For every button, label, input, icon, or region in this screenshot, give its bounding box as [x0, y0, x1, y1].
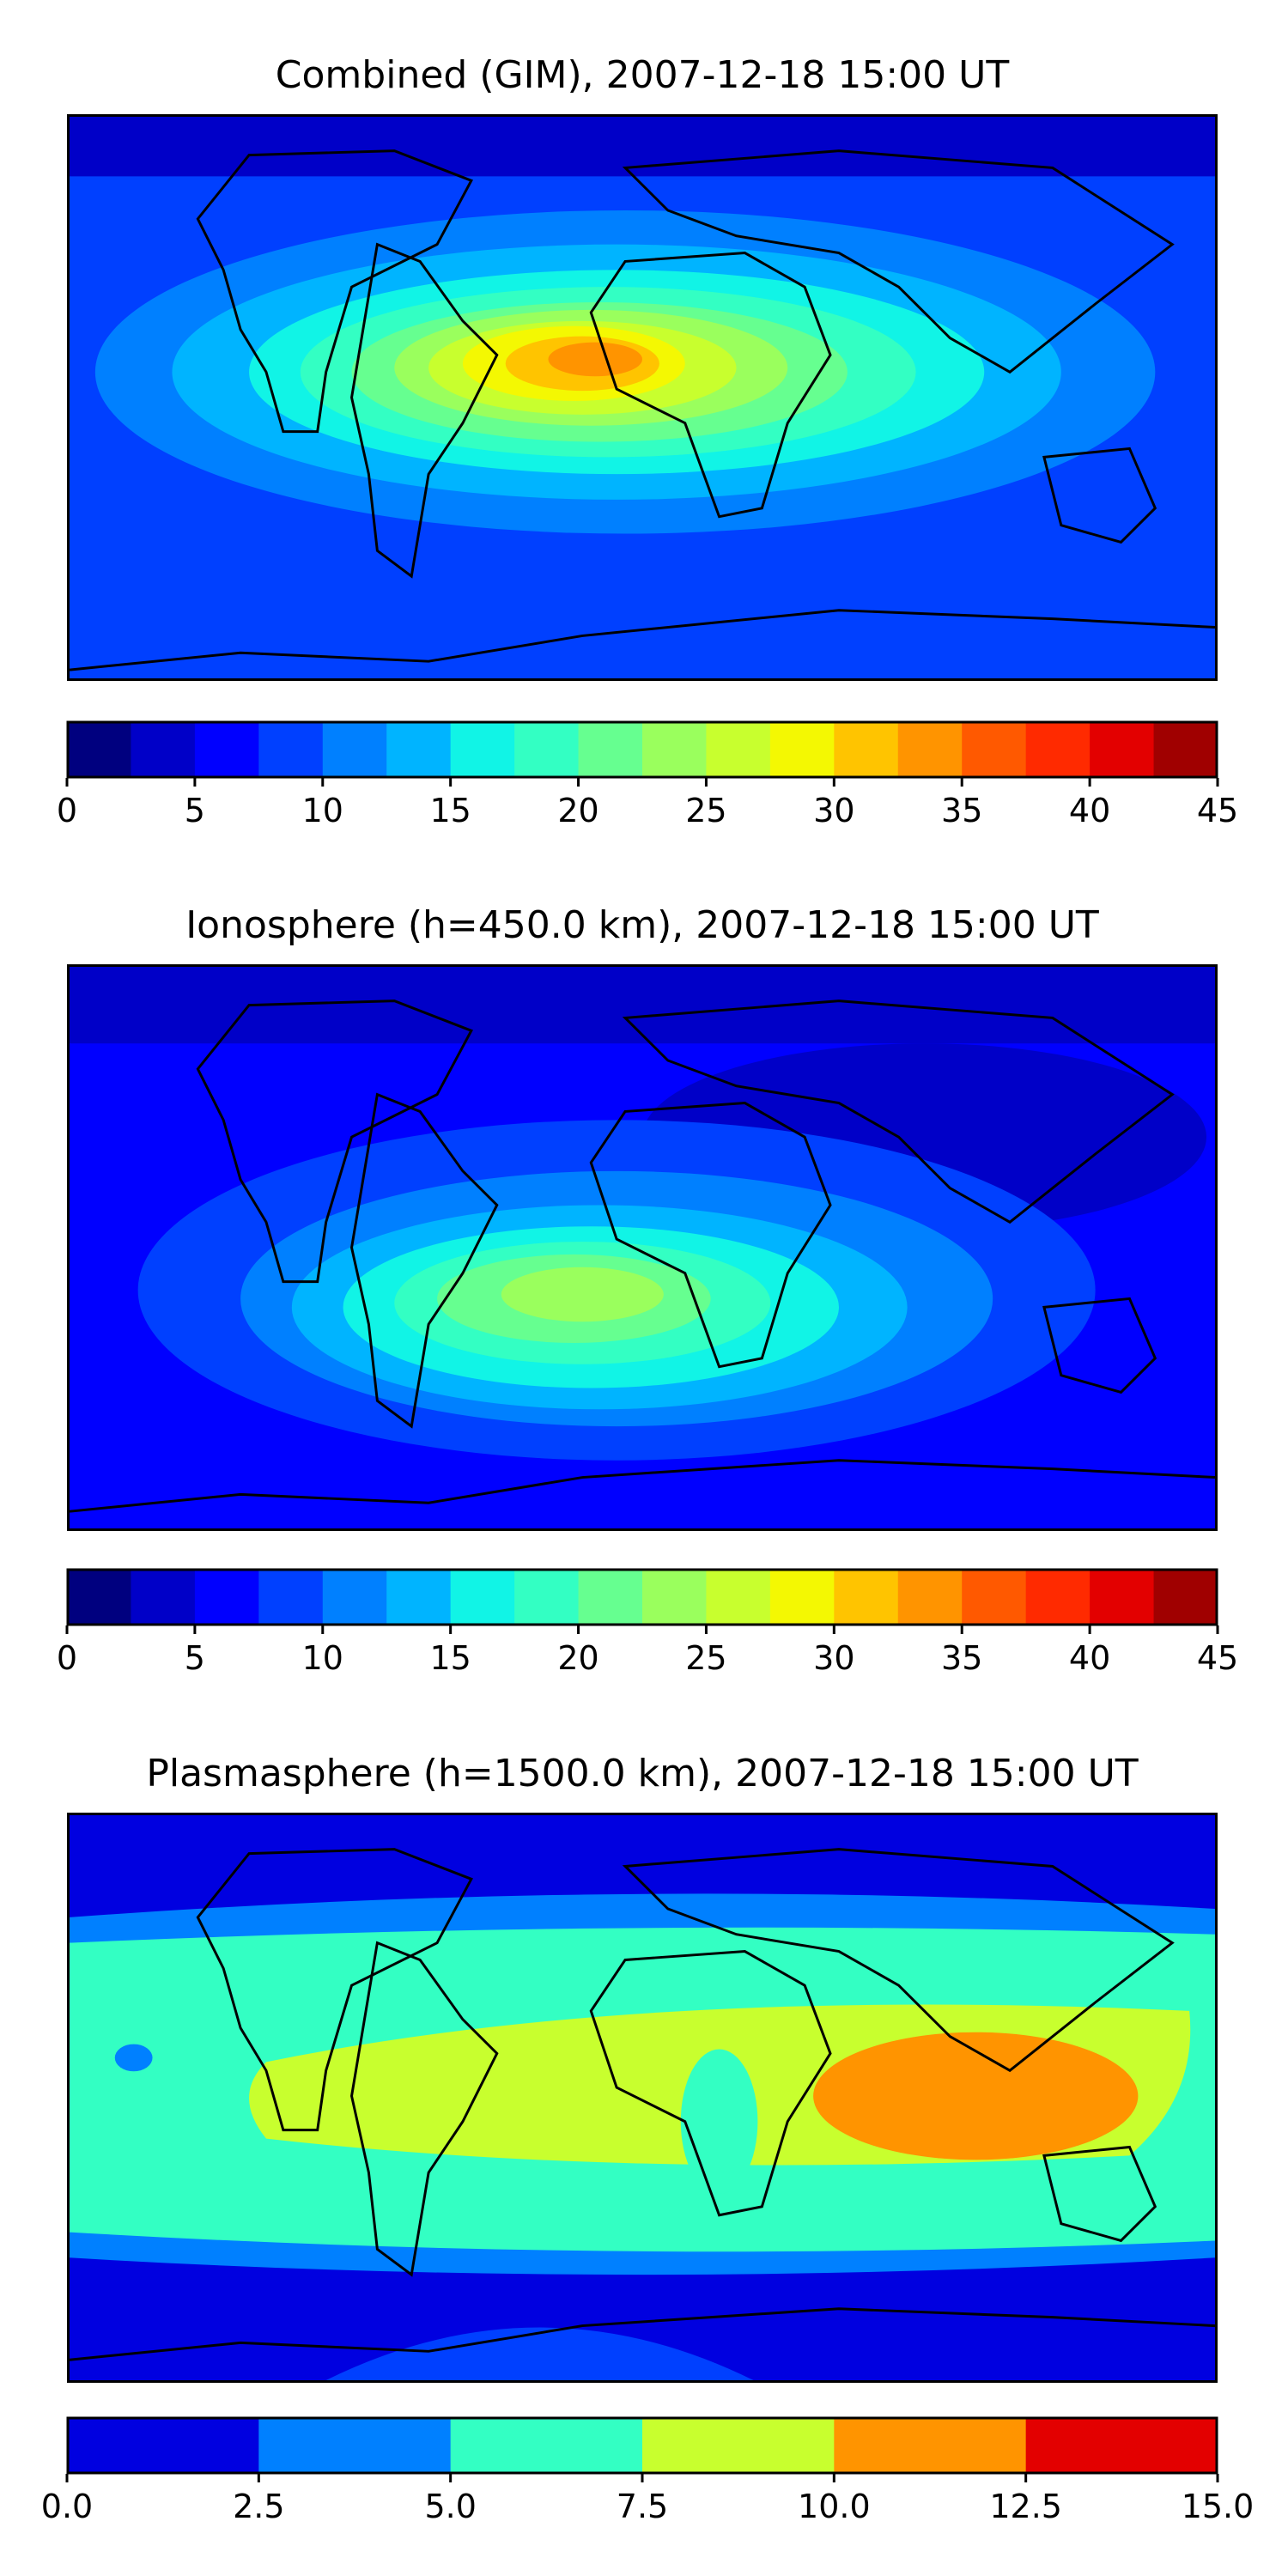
colorbar-segment: [769, 721, 835, 778]
colorbar-tick-label: 0: [56, 1639, 78, 1677]
heatmap-map: [67, 114, 1218, 681]
colorbar-segment: [450, 1569, 515, 1625]
colorbar-segment: [67, 2417, 259, 2474]
colorbar-tick-label: 5.0: [424, 2488, 477, 2525]
colorbar-tick-label: 0.0: [40, 2488, 94, 2525]
colorbar-tick-label: 30: [813, 1639, 855, 1677]
colorbar-tick-label: 5: [184, 792, 205, 829]
colorbar-tick-label: 15: [429, 1639, 471, 1677]
colorbar-tick-label: 20: [557, 792, 599, 829]
colorbar: [65, 720, 1219, 787]
band-high-north: [70, 967, 1215, 1044]
colorbar-segment: [322, 1569, 387, 1625]
coastlines: [70, 149, 1215, 671]
colorbar-segment: [1153, 1569, 1218, 1625]
colorbar-ticks: 0 5 10 15 20 25 30 35 40 45: [57, 1639, 1238, 1682]
coastlines: [70, 999, 1215, 1513]
field-blob: [501, 1267, 664, 1322]
colorbar-tick-label: 45: [1196, 1639, 1239, 1677]
colorbar-segment: [450, 721, 515, 778]
colorbar-tick-label: 7.5: [616, 2488, 669, 2525]
colorbar-segment: [514, 721, 580, 778]
colorbar-segment: [67, 1569, 131, 1625]
colorbar-segment: [962, 721, 1027, 778]
colorbar-segment: [450, 2417, 643, 2474]
colorbar-segment: [962, 1569, 1027, 1625]
colorbar-tick-label: 10: [301, 1639, 343, 1677]
colorbar-segment: [834, 1569, 899, 1625]
colorbar-tick-label: 10.0: [798, 2488, 871, 2525]
field-blob: [680, 2049, 758, 2194]
colorbar-border: [66, 1568, 1218, 1626]
panel-combined: Combined (GIM), 2007-12-18 15:00 UT: [0, 0, 1288, 859]
band-south-cap: [325, 2327, 754, 2380]
colorbar-segment: [642, 721, 707, 778]
colorbar-border: [66, 2416, 1218, 2475]
colorbar-segment: [706, 721, 771, 778]
colorbar-border: [66, 720, 1218, 779]
colorbar-ticks: 0.0 2.5 5.0 7.5 10.0 12.5 15.0: [41, 2488, 1255, 2530]
colorbar-tick-label: 10: [301, 792, 343, 829]
colorbar-segment: [897, 721, 963, 778]
colorbar-segment: [322, 721, 387, 778]
heatmap-map: [67, 964, 1218, 1531]
panel-plasmasphere: Plasmasphere (h=1500.0 km), 2007-12-18 1…: [0, 1717, 1288, 2576]
chart-title: Plasmasphere (h=1500.0 km), 2007-12-18 1…: [146, 1752, 1139, 1795]
colorbar-tick-label: 0: [56, 792, 78, 829]
colorbar-segment: [386, 1569, 452, 1625]
field-blob: [548, 342, 642, 377]
colorbar-tick-label: 5: [184, 1639, 205, 1677]
chart-title: Combined (GIM), 2007-12-18 15:00 UT: [275, 53, 1010, 97]
colorbar-segment: [514, 1569, 580, 1625]
colorbar: [65, 1568, 1219, 1634]
colorbar-tick-label: 45: [1196, 792, 1239, 829]
coastlines: [70, 1848, 1215, 2361]
colorbar-segment: [706, 1569, 771, 1625]
colorbar-segment: [1153, 721, 1218, 778]
colorbar-segment: [834, 2417, 1027, 2474]
panel-ionosphere: Ionosphere (h=450.0 km), 2007-12-18 15:0…: [0, 859, 1288, 1717]
colorbar-segment: [897, 1569, 963, 1625]
colorbar-ticks: 0 5 10 15 20 25 30 35 40 45: [57, 792, 1238, 835]
colorbar-tick-label: 40: [1068, 1639, 1111, 1677]
colorbar-segment: [258, 2417, 452, 2474]
colorbar-segment: [1025, 721, 1091, 778]
colorbar-tick-label: 40: [1068, 792, 1111, 829]
colorbar-segment: [1090, 721, 1155, 778]
colorbar-tick-label: 35: [941, 792, 983, 829]
colorbar-tick-label: 25: [685, 792, 727, 829]
colorbar-segment: [578, 1569, 643, 1625]
colorbar-segment: [642, 2417, 835, 2474]
colorbar-segment: [1025, 1569, 1091, 1625]
heatmap-map: [67, 1813, 1218, 2383]
chart-title: Ionosphere (h=450.0 km), 2007-12-18 15:0…: [185, 903, 1099, 947]
colorbar-segment: [131, 721, 196, 778]
colorbar-segment: [1025, 2417, 1218, 2474]
colorbar-tick-label: 25: [685, 1639, 727, 1677]
colorbar-tick-label: 2.5: [233, 2488, 285, 2525]
colorbar-segment: [258, 721, 324, 778]
colorbar-segment: [1090, 1569, 1155, 1625]
colorbar-segment: [642, 1569, 707, 1625]
colorbar-segment: [67, 721, 131, 778]
colorbar-tick-label: 35: [941, 1639, 983, 1677]
colorbar-segment: [258, 1569, 324, 1625]
colorbar-segment: [194, 721, 259, 778]
colorbar: [65, 2416, 1219, 2482]
colorbar-tick-label: 30: [813, 792, 855, 829]
field-blob: [114, 2044, 153, 2072]
colorbar-segment: [131, 1569, 196, 1625]
colorbar-segment: [578, 721, 643, 778]
colorbar-tick-label: 12.5: [989, 2488, 1062, 2525]
colorbar-segment: [769, 1569, 835, 1625]
colorbar-tick-label: 15.0: [1181, 2488, 1255, 2525]
field-blob: [813, 2032, 1139, 2160]
colorbar-segment: [386, 721, 452, 778]
colorbar-segment: [194, 1569, 259, 1625]
colorbar-segment: [834, 721, 899, 778]
colorbar-tick-label: 20: [557, 1639, 599, 1677]
colorbar-tick-label: 15: [429, 792, 471, 829]
